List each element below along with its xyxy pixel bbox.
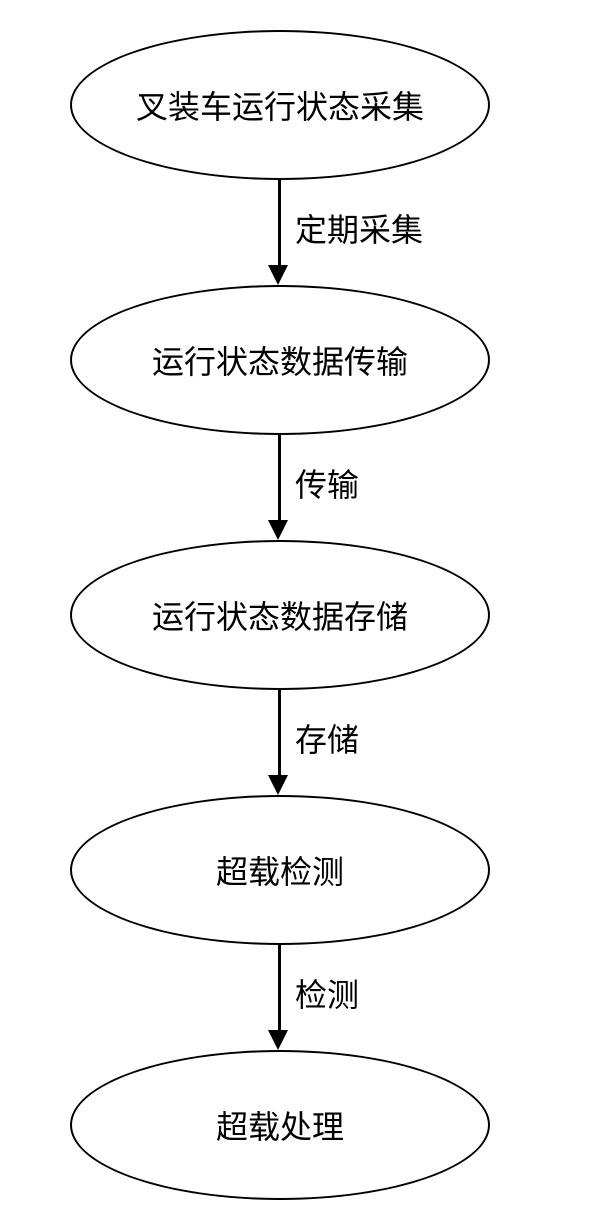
- arrow-line: [278, 435, 281, 520]
- flow-node-label: 运行状态数据传输: [152, 337, 408, 383]
- edge-label-transmission: 传输: [295, 460, 359, 506]
- arrow-line: [278, 180, 281, 265]
- arrow-line: [278, 945, 281, 1030]
- edge-label-storage: 存储: [295, 715, 359, 761]
- flow-node-transmission: 运行状态数据传输: [70, 285, 490, 435]
- flow-node-detection: 超载检测: [70, 795, 490, 945]
- arrow-head-icon: [268, 520, 288, 540]
- flow-node-label: 运行状态数据存储: [152, 592, 408, 638]
- flow-node-label: 超载处理: [216, 1102, 344, 1148]
- arrow-line: [278, 690, 281, 775]
- flow-node-storage: 运行状态数据存储: [70, 540, 490, 690]
- arrow-head-icon: [268, 775, 288, 795]
- flowchart-container: 叉装车运行状态采集 运行状态数据传输 运行状态数据存储 超载检测 超载处理 定期…: [0, 0, 590, 1223]
- flow-node-collection: 叉装车运行状态采集: [70, 30, 490, 180]
- arrow-head-icon: [268, 1030, 288, 1050]
- flow-node-label: 叉装车运行状态采集: [136, 82, 424, 128]
- arrow-head-icon: [268, 265, 288, 285]
- edge-label-detection: 检测: [295, 970, 359, 1016]
- flow-node-processing: 超载处理: [70, 1050, 490, 1200]
- edge-label-periodic-collection: 定期采集: [295, 205, 423, 251]
- flow-node-label: 超载检测: [216, 847, 344, 893]
